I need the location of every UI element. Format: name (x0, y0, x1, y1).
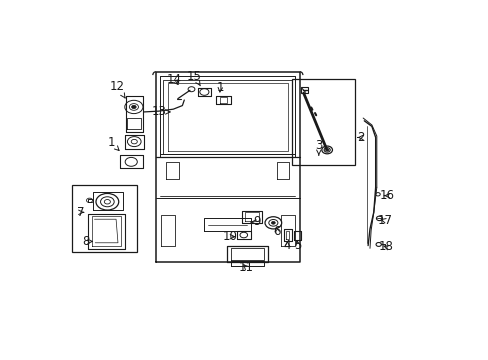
Text: 17: 17 (377, 214, 392, 227)
Text: 10: 10 (222, 230, 237, 243)
Text: 1: 1 (107, 136, 119, 150)
Text: 9: 9 (250, 216, 261, 229)
Text: 16: 16 (379, 189, 394, 202)
Text: 1: 1 (216, 81, 224, 94)
Text: 6: 6 (273, 225, 280, 238)
Bar (301, 87, 307, 93)
Circle shape (131, 105, 136, 109)
Text: 13: 13 (151, 105, 170, 118)
Text: 15: 15 (187, 70, 202, 86)
Text: 2: 2 (356, 131, 364, 144)
Text: 7: 7 (77, 206, 84, 219)
Text: 12: 12 (109, 80, 125, 98)
Text: 14: 14 (166, 73, 181, 86)
Text: 5: 5 (294, 239, 301, 252)
Circle shape (104, 199, 110, 204)
Circle shape (325, 149, 328, 151)
Bar (72, 185, 137, 252)
Text: 4: 4 (283, 239, 290, 252)
Text: 3: 3 (314, 139, 322, 155)
Circle shape (324, 148, 329, 152)
Circle shape (271, 221, 275, 224)
Text: 18: 18 (378, 240, 393, 253)
Bar (292, 79, 354, 165)
Text: 11: 11 (238, 261, 253, 274)
Text: 8: 8 (82, 235, 92, 248)
